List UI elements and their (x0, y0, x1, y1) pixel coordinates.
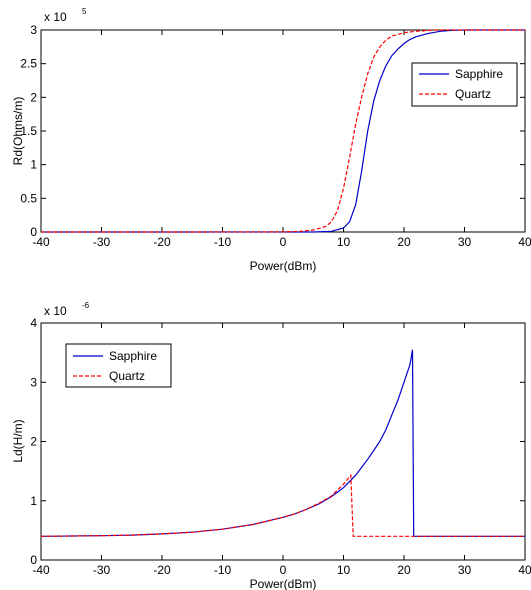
plot-rd-series-quartz (41, 29, 525, 233)
plot-rd-xtick-label: -20 (153, 235, 171, 249)
plot-ld-y-axis-label: Ld(H/m) (11, 419, 25, 462)
plot-rd-legend: Sapphire Quartz (411, 62, 518, 107)
plot-rd-ytick-label: 0.5 (20, 191, 37, 205)
plot-rd-legend-label-sapphire: Sapphire (455, 67, 503, 81)
plot-rd-xtick-label: 20 (397, 235, 411, 249)
plot-rd-series (41, 29, 525, 233)
plot-rd-legend-label-quartz: Quartz (455, 87, 491, 101)
plot-ld-xtick-label: 0 (280, 563, 287, 577)
plot-ld-xtick-label: 20 (397, 563, 411, 577)
plot-rd-ticks: -40 -30 -20 -10 0 10 20 30 40 0 0.5 1 1.5 2 2.5 3 (20, 23, 531, 249)
plot-rd-xtick-label: 40 (518, 235, 531, 249)
plot-ld-exponent-base: x 10 (44, 304, 67, 318)
plot-rd-frame (40, 29, 526, 233)
plot-rd-xtick-label: -10 (214, 235, 232, 249)
plot-rd-exponent-power: 5 (82, 7, 87, 16)
plot-ld-series (40, 349, 525, 537)
plot-ld-legend-box (65, 343, 172, 388)
plot-ld-ytick-label: 4 (30, 316, 37, 330)
plot-ld-xtick-label: -30 (93, 563, 111, 577)
plot-rd-ytick-label: 1.5 (20, 124, 37, 138)
plot-rd-y-axis-label: Rd(Ohms/m) (11, 97, 25, 166)
plot-ld-series-quartz (40, 473, 525, 537)
plot-rd-legend-box (411, 62, 518, 107)
plot-rd-ytick-label: 2.5 (20, 57, 37, 71)
plot-ld: x 10 -6 Power(dBm) Ld(H/m) -40 -30 -20 -10 0… (11, 301, 531, 590)
plot-ld-ytick-label: 2 (30, 435, 37, 449)
plot-ld-xtick-label: 10 (337, 563, 351, 577)
plot-ld-xtick-label: 30 (458, 563, 472, 577)
plot-rd-ytick-label: 0 (30, 225, 37, 239)
plot-rd-ytick-label: 1 (30, 158, 37, 172)
plot-ld-xtick-label: -20 (153, 563, 171, 577)
plot-rd-xtick-label: 0 (280, 235, 287, 249)
plot-rd-xtick-label: -30 (93, 235, 111, 249)
plot-rd-exponent-base: x 10 (44, 10, 67, 24)
plot-ld-x-axis-label: Power(dBm) (250, 577, 317, 590)
plot-rd-x-axis-label: Power(dBm) (250, 259, 317, 273)
plot-ld-ytick-label: 0 (30, 553, 37, 567)
plot-ld-legend-label-sapphire: Sapphire (109, 349, 157, 363)
plot-rd-xtick-label: -40 (32, 235, 50, 249)
plot-rd-xtick-label: 30 (458, 235, 472, 249)
plot-ld-exponent-power: -6 (82, 301, 90, 310)
plot-ld-ytick-label: 1 (30, 494, 37, 508)
plot-ld-xtick-label: -40 (32, 563, 50, 577)
plot-rd-series-sapphire (41, 29, 525, 233)
plot-ld-ytick-label: 3 (30, 375, 37, 389)
plot-ld-legend-label-quartz: Quartz (109, 369, 145, 383)
plot-rd-ytick-label: 2 (30, 90, 37, 104)
plot-rd-ytick-label: 3 (30, 23, 37, 37)
plot-ld-ticks: -40 -30 -20 -10 0 10 20 30 40 0 1 2 3 4 (30, 316, 531, 577)
plot-ld-xtick-label: -10 (214, 563, 232, 577)
plot-rd-xtick-label: 10 (337, 235, 351, 249)
plot-ld-xtick-label: 40 (518, 563, 531, 577)
plot-ld-legend: Sapphire Quartz (65, 343, 172, 388)
plot-rd: x 10 5 Power(dBm) Rd(Ohms/m) -40 -30 -20 -1… (11, 7, 531, 273)
